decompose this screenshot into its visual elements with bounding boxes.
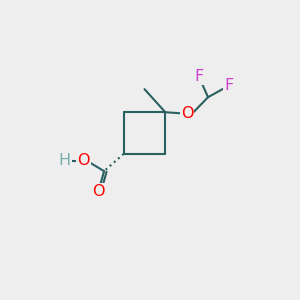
Text: O: O (77, 153, 89, 168)
Text: F: F (224, 78, 233, 93)
Text: O: O (92, 184, 105, 200)
Text: O: O (181, 106, 194, 121)
Text: H: H (59, 153, 71, 168)
Text: F: F (194, 69, 203, 84)
